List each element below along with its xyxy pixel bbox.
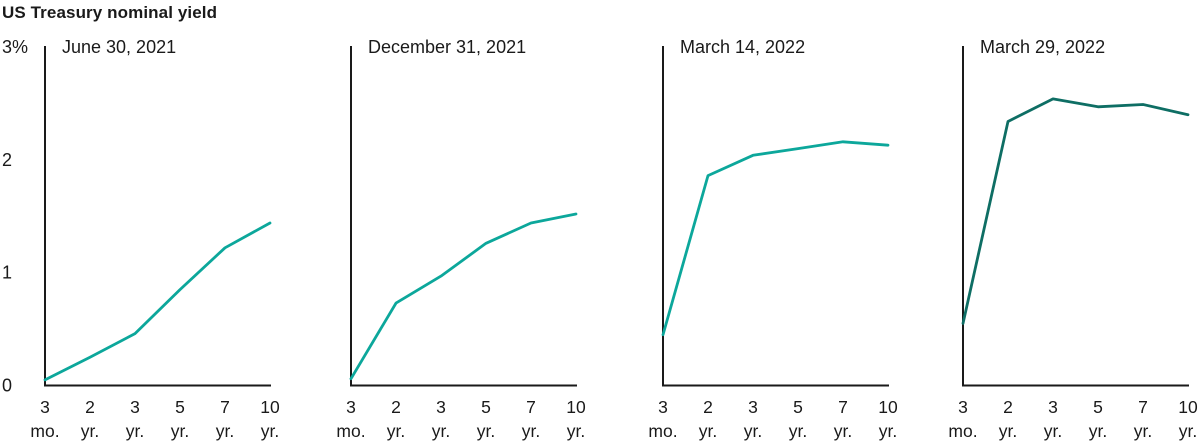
yield-curve-panel: March 14, 2022 3 mo. 2 yr. 3 yr. 5 yr. 7 yr. 10 yr.: [600, 0, 900, 448]
x-tick-unit-label: yr.: [699, 421, 717, 441]
x-tick-label: 5: [175, 397, 185, 417]
x-tick-label: 5: [1093, 397, 1103, 417]
x-tick-label: 10: [260, 397, 280, 417]
yield-curve-panel: March 29, 2022 3 mo. 2 yr. 3 yr. 5 yr. 7 yr. 10 yr.: [900, 0, 1200, 448]
panel-svg: March 14, 2022 3 mo. 2 yr. 3 yr. 5 yr. 7 yr. 10 yr.: [648, 37, 898, 441]
x-tick-unit-label: yr.: [477, 421, 495, 441]
x-tick-label: 7: [838, 397, 848, 417]
x-tick-unit-label: mo.: [948, 421, 977, 441]
x-tick-label: 3: [130, 397, 140, 417]
panel-date-label: March 14, 2022: [680, 37, 805, 57]
x-tick-label: 3: [748, 397, 758, 417]
x-tick-label: 7: [220, 397, 230, 417]
x-tick-unit-label: yr.: [567, 421, 585, 441]
x-tick-label: 10: [878, 397, 898, 417]
x-tick-label: 10: [566, 397, 586, 417]
x-tick-unit-label: mo.: [30, 421, 59, 441]
x-tick-unit-label: yr.: [1179, 421, 1197, 441]
panel-date-label: December 31, 2021: [368, 37, 526, 57]
panel-svg: June 30, 2021 0 1 2 3% 3 mo. 2 yr. 3 yr. 5 yr. 7 yr. 10…: [2, 37, 280, 441]
panel-date-label: March 29, 2022: [980, 37, 1105, 57]
x-tick-unit-label: yr.: [999, 421, 1017, 441]
x-tick-label: 10: [1178, 397, 1198, 417]
x-tick-label: 2: [703, 397, 713, 417]
x-tick-unit-label: yr.: [879, 421, 897, 441]
x-tick-label: 2: [85, 397, 95, 417]
yield-curve-line: [43, 221, 272, 382]
x-tick-label: 3: [436, 397, 446, 417]
x-tick-unit-label: yr.: [216, 421, 234, 441]
x-tick-unit-label: mo.: [336, 421, 365, 441]
x-tick-unit-label: yr.: [261, 421, 279, 441]
x-tick-unit-label: yr.: [432, 421, 450, 441]
panel-svg: March 29, 2022 3 mo. 2 yr. 3 yr. 5 yr. 7 yr. 10 yr.: [948, 37, 1198, 441]
x-tick-unit-label: yr.: [126, 421, 144, 441]
panel-date-label: June 30, 2021: [62, 37, 176, 57]
x-tick-label: 3: [346, 397, 356, 417]
x-tick-unit-label: yr.: [387, 421, 405, 441]
x-tick-label: 3: [658, 397, 668, 417]
yield-curve-panel: June 30, 2021 0 1 2 3% 3 mo. 2 yr. 3 yr. 5 yr. 7 yr. 10…: [0, 0, 300, 448]
x-tick-unit-label: yr.: [744, 421, 762, 441]
y-tick-label: 1: [2, 263, 12, 283]
yield-curve-line: [961, 97, 1190, 325]
x-tick-unit-label: yr.: [1134, 421, 1152, 441]
x-tick-unit-label: yr.: [1089, 421, 1107, 441]
x-tick-label: 2: [391, 397, 401, 417]
x-tick-unit-label: yr.: [1044, 421, 1062, 441]
x-tick-unit-label: yr.: [789, 421, 807, 441]
yield-curve-line: [661, 140, 890, 337]
x-tick-label: 3: [40, 397, 50, 417]
x-tick-unit-label: mo.: [648, 421, 677, 441]
y-tick-label: 0: [2, 376, 12, 396]
x-tick-unit-label: yr.: [522, 421, 540, 441]
x-tick-label: 7: [526, 397, 536, 417]
x-tick-unit-label: yr.: [171, 421, 189, 441]
x-tick-label: 5: [481, 397, 491, 417]
x-tick-label: 5: [793, 397, 803, 417]
x-tick-label: 3: [1048, 397, 1058, 417]
yield-curve-panel: December 31, 2021 3 mo. 2 yr. 3 yr. 5 yr. 7 yr. 10 y…: [300, 0, 600, 448]
panel-svg: December 31, 2021 3 mo. 2 yr. 3 yr. 5 yr. 7 yr. 10 y…: [336, 37, 586, 441]
x-tick-label: 7: [1138, 397, 1148, 417]
x-tick-label: 2: [1003, 397, 1013, 417]
x-tick-unit-label: yr.: [81, 421, 99, 441]
yield-curve-line: [349, 212, 578, 381]
chart-title: US Treasury nominal yield: [2, 3, 218, 22]
y-tick-label: 3%: [2, 37, 28, 57]
x-tick-unit-label: yr.: [834, 421, 852, 441]
x-tick-label: 3: [958, 397, 968, 417]
y-tick-label: 2: [2, 150, 12, 170]
